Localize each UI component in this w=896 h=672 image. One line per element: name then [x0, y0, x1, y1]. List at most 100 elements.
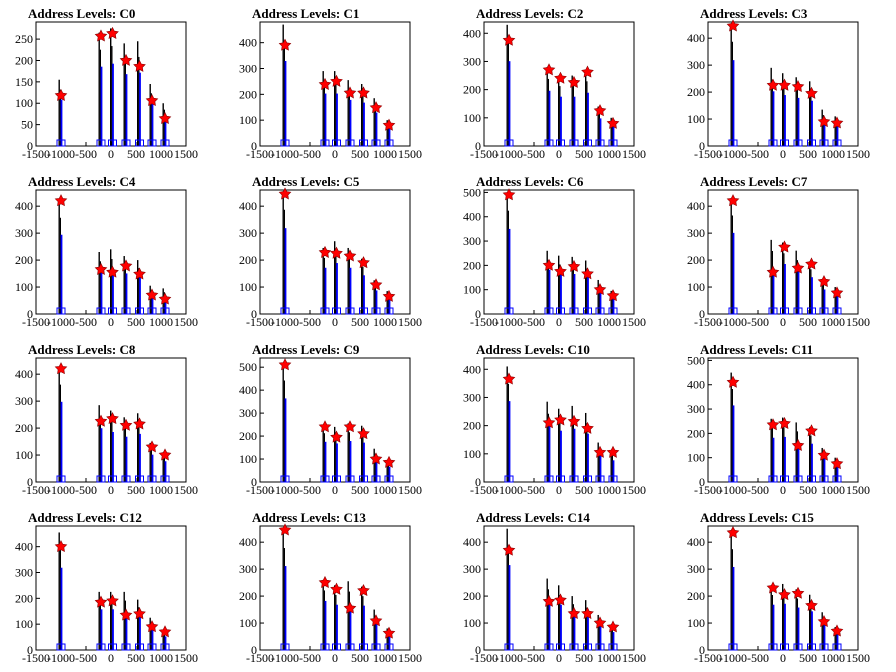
y-tick-label: 100 — [239, 280, 257, 294]
bar-peak — [335, 435, 337, 482]
bar-peak — [771, 79, 773, 146]
x-tick-label: -1500 — [470, 147, 498, 161]
data-marker — [805, 424, 818, 437]
bar-peak — [362, 596, 364, 650]
bar-base — [819, 307, 829, 315]
data-marker — [581, 267, 594, 280]
x-tick-label: 1000 — [821, 651, 845, 665]
bar-peak — [586, 81, 588, 146]
bar-peak — [123, 43, 125, 146]
bar-peak — [282, 362, 284, 482]
bar-base — [147, 139, 157, 147]
x-tick-label: -1000 — [495, 147, 523, 161]
bar-peak — [322, 579, 324, 650]
bar-base — [793, 139, 803, 147]
bar-peak — [138, 423, 140, 482]
bar-peak — [585, 260, 587, 314]
data-marker — [318, 420, 332, 433]
bar-secondary — [587, 92, 589, 146]
bar-base — [345, 643, 355, 651]
bar-base — [359, 643, 368, 651]
bar-secondary — [772, 437, 775, 482]
bar-peak — [334, 585, 336, 650]
bar-base — [359, 139, 368, 147]
bar-base — [280, 307, 290, 315]
bar-peak — [124, 427, 126, 482]
bar-secondary — [60, 567, 63, 650]
data-marker — [330, 430, 343, 443]
y-tick-label: 0 — [27, 475, 33, 489]
x-tick-label: 500 — [127, 483, 145, 497]
bar-peak — [795, 77, 797, 146]
bar-secondary — [811, 277, 813, 314]
x-tick-label: -500 — [747, 483, 769, 497]
y-tick-label: 200 — [687, 253, 705, 267]
data-marker — [357, 427, 370, 440]
bar-secondary — [363, 275, 365, 314]
x-tick-label: -1500 — [246, 147, 274, 161]
bar-secondary — [612, 632, 615, 650]
data-marker — [318, 245, 332, 258]
bar-secondary — [164, 461, 167, 482]
data-marker — [791, 80, 805, 93]
bar-secondary — [587, 433, 589, 482]
bar-peak — [782, 242, 784, 314]
bar-peak — [163, 633, 165, 650]
bar-base — [384, 475, 394, 483]
bar-base — [556, 643, 565, 651]
data-marker — [318, 575, 332, 589]
chart-title: Address Levels: C2 — [476, 6, 583, 21]
x-tick-label: 0 — [780, 147, 786, 161]
bar-peak — [558, 255, 560, 314]
bar-peak — [810, 269, 812, 314]
y-tick-label: 300 — [687, 226, 705, 240]
bar-secondary — [336, 443, 338, 482]
y-tick-label: 0 — [27, 307, 33, 321]
x-tick-label: 1000 — [597, 651, 621, 665]
bar-peak — [782, 583, 784, 650]
bar-peak — [150, 448, 152, 482]
bar-secondary — [548, 90, 551, 146]
bar-peak — [373, 448, 375, 482]
data-marker — [94, 414, 108, 427]
data-marker — [766, 581, 780, 594]
bar-base — [108, 475, 117, 483]
bar-peak — [282, 530, 284, 650]
bar-secondary — [112, 431, 114, 482]
data-marker — [817, 615, 831, 628]
chart-panel: Address Levels: C12 0 100 200 300 400 -1500-10… — [15, 510, 198, 665]
data-marker — [542, 258, 556, 271]
data-marker — [54, 540, 68, 553]
x-tick-label: -500 — [747, 147, 769, 161]
bar-base — [371, 643, 381, 651]
bar-peak — [783, 253, 785, 314]
data-marker — [357, 86, 370, 99]
y-tick-label: 200 — [239, 87, 257, 101]
data-marker — [542, 416, 556, 429]
bar-peak — [610, 290, 612, 314]
x-tick-label: -500 — [523, 147, 545, 161]
bar-secondary — [112, 268, 114, 314]
bar-peak — [387, 463, 389, 482]
bar-secondary — [823, 623, 826, 650]
bar-base — [320, 307, 330, 315]
bar-secondary — [125, 273, 128, 314]
bar-base — [768, 475, 778, 483]
bar-peak — [597, 442, 599, 482]
bar-peak — [730, 372, 732, 482]
bar-peak — [348, 257, 350, 314]
bar-peak — [795, 422, 797, 482]
bar-peak — [558, 408, 560, 482]
bar-peak — [547, 78, 549, 146]
y-tick-label: 200 — [463, 419, 481, 433]
y-tick-label: 300 — [15, 394, 33, 408]
bar-base — [96, 307, 106, 315]
y-tick-label: 400 — [463, 535, 481, 549]
bar-secondary — [125, 436, 128, 482]
bar-base — [56, 475, 66, 483]
bar-secondary — [388, 297, 391, 314]
y-tick-label: 400 — [687, 31, 705, 45]
bar-peak — [374, 453, 376, 482]
data-marker — [606, 445, 620, 458]
y-tick-label: 0 — [27, 139, 33, 153]
